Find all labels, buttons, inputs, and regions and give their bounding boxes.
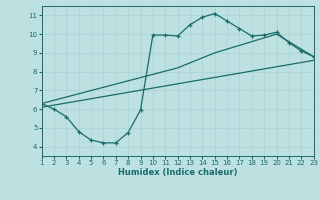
X-axis label: Humidex (Indice chaleur): Humidex (Indice chaleur) — [118, 168, 237, 177]
